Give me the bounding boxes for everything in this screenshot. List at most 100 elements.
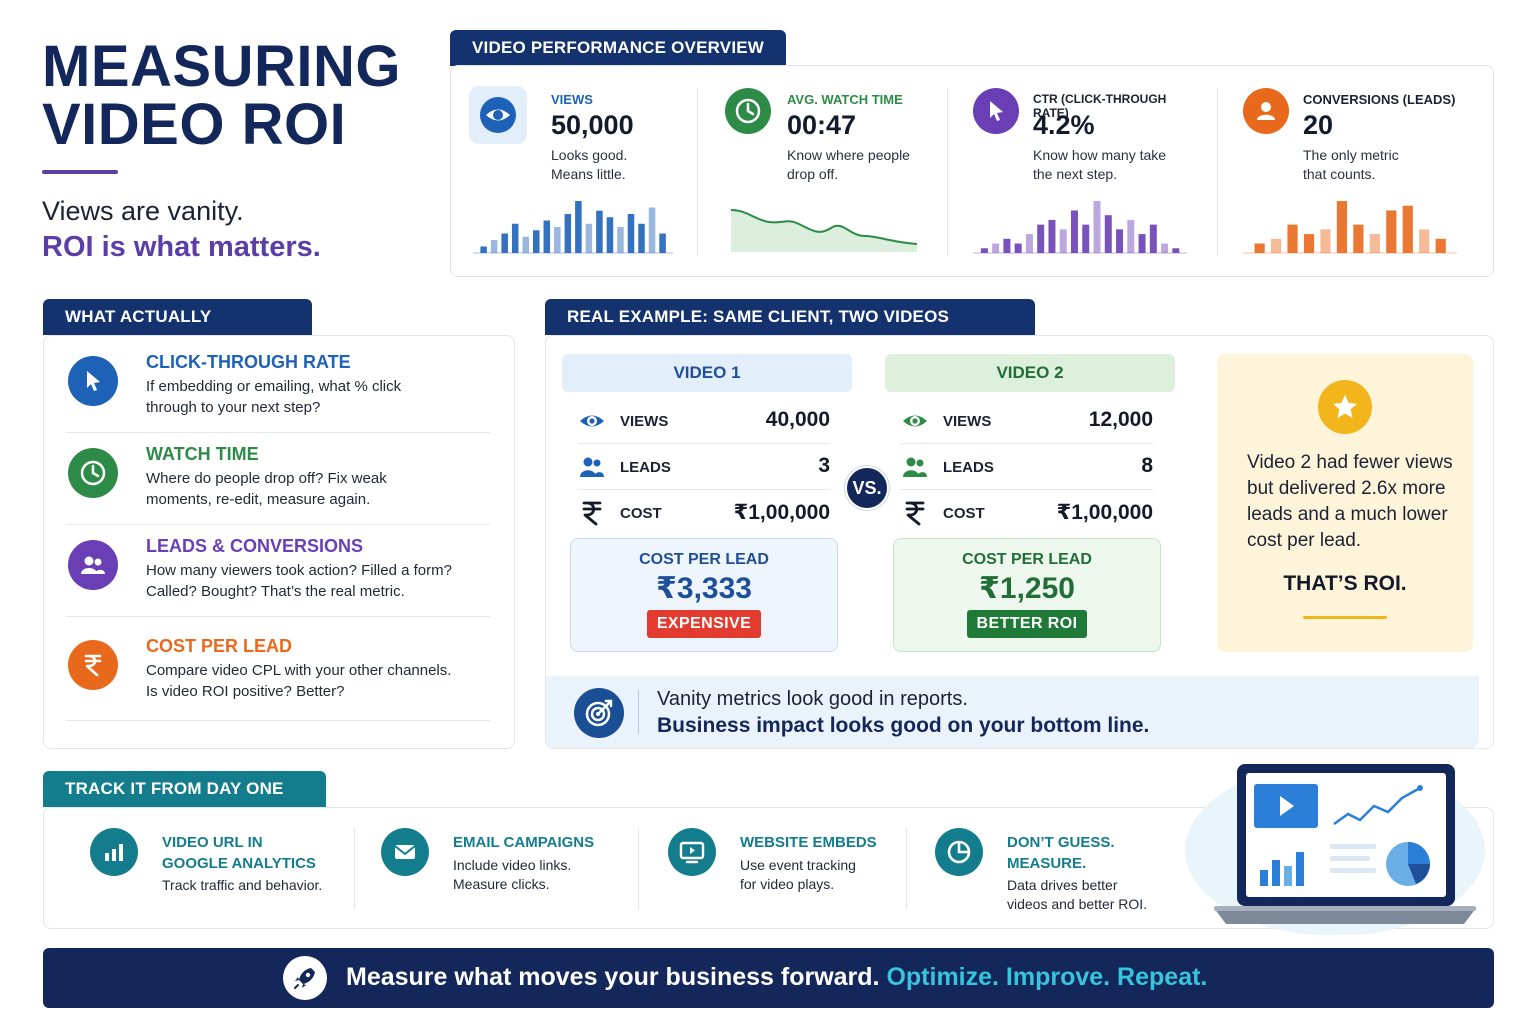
chart-bar	[606, 217, 614, 253]
chart-bar	[1287, 224, 1298, 253]
metric-watch-time: AVG. WATCH TIME 00:47 Know where people d…	[703, 66, 953, 276]
chart-bar	[1172, 248, 1180, 253]
chart-bar	[585, 223, 593, 253]
divider	[66, 524, 490, 525]
views-value: 12,000	[1088, 408, 1153, 431]
example-panel: VIDEO 1 VIEWS 40,000 LEADS 3 COST ₹1,00,…	[545, 335, 1494, 749]
clock-icon	[68, 448, 118, 498]
metric-desc-line: Know where people	[787, 147, 910, 163]
chart-bar	[1161, 243, 1169, 253]
metric-desc-line: the next step.	[1033, 166, 1118, 182]
users-icon	[578, 454, 606, 480]
rupee-icon	[578, 500, 606, 526]
track-item-email: EMAIL CAMPAIGNS Include video links. Meas…	[381, 808, 641, 928]
title-line: DON’T GUESS.	[1007, 834, 1115, 851]
conversions-bar-chart	[1243, 201, 1457, 254]
vanity-line-1: Vanity metrics look good in reports.	[657, 688, 968, 710]
title-line: MEASURE.	[1007, 855, 1087, 872]
cursor-icon	[973, 88, 1019, 134]
metric-description: Looks good. Means little.	[551, 146, 701, 184]
chart-bar	[1127, 219, 1135, 253]
matters-header: WHAT ACTUALLY MATTERS	[43, 299, 312, 362]
cost-value: ₹1,00,000	[733, 501, 830, 524]
rupee-icon	[901, 500, 929, 526]
metric-views: VIEWS 50,000 Looks good. Means little.	[451, 66, 701, 276]
metric-desc-line: that counts.	[1303, 166, 1376, 182]
metric-desc-line: drop off.	[787, 166, 839, 182]
divider	[66, 432, 490, 433]
cpl-value: ₹1,250	[979, 572, 1075, 605]
chart-bar	[1149, 224, 1157, 253]
tagline-line-2: ROI is what matters.	[42, 231, 321, 263]
desc-line: Data drives better	[1007, 877, 1118, 893]
chart-bar	[1402, 205, 1413, 253]
track-item-description: Track traffic and behavior.	[162, 876, 362, 895]
metric-label: VIEWS	[551, 92, 593, 107]
leads-value: 3	[818, 454, 830, 477]
users-icon	[68, 540, 118, 590]
cursor-icon	[68, 356, 118, 406]
chart-bar	[575, 201, 582, 253]
desc-line: Is video ROI positive? Better?	[146, 683, 345, 700]
monitor-play-icon	[668, 828, 716, 876]
leads-label: LEADS	[943, 459, 994, 476]
metric-description: Know how many take the next step.	[1033, 146, 1183, 184]
desc-line: Track traffic and behavior.	[162, 877, 323, 893]
video-2-header: VIDEO 2	[885, 354, 1175, 392]
views-bar-chart	[473, 201, 673, 254]
target-icon	[574, 688, 624, 738]
chart-bar	[638, 223, 645, 253]
divider	[1217, 88, 1218, 256]
vanity-strip: Vanity metrics look good in reports. Bus…	[546, 676, 1479, 748]
chart-bar	[1104, 215, 1112, 253]
eye-icon	[901, 408, 929, 434]
users-icon	[901, 454, 929, 480]
desc-line: Use event tracking	[740, 857, 856, 873]
metric-value: 4.2%	[1033, 110, 1095, 140]
tagline-line-1: Views are vanity.	[42, 196, 244, 226]
matters-item-title: WATCH TIME	[146, 444, 259, 464]
chart-bar	[1048, 219, 1056, 253]
cost-label: COST	[943, 505, 985, 522]
track-item-analytics: VIDEO URL IN GOOGLE ANALYTICS Track traff…	[90, 808, 350, 928]
views-label: VIEWS	[620, 413, 669, 430]
views-label: VIEWS	[943, 413, 992, 430]
track-item-title: VIDEO URL IN GOOGLE ANALYTICS	[162, 832, 362, 874]
cost-value: ₹1,00,000	[1056, 501, 1153, 524]
chart-bar	[1336, 201, 1348, 253]
views-value: 40,000	[765, 408, 830, 431]
cpl-label: COST PER LEAD	[962, 551, 1092, 568]
matters-item-description: Compare video CPL with your other channe…	[146, 660, 490, 702]
chart-bar	[1037, 224, 1045, 253]
video-2-column: VIDEO 2 VIEWS 12,000 LEADS 8 COST ₹1,00,…	[885, 354, 1175, 652]
bar-chart-icon	[90, 828, 138, 876]
matters-item-title: CLICK-THROUGH RATE	[146, 352, 351, 372]
title-line: VIDEO URL IN	[162, 834, 263, 851]
divider	[66, 720, 490, 721]
desc-line: If embedding or emailing, what % click	[146, 378, 402, 395]
cpl-value: ₹3,333	[656, 572, 752, 605]
chart-bar	[1419, 229, 1430, 253]
matters-item-description: Where do people drop off? Fix weak moment…	[146, 468, 490, 510]
chart-bar	[490, 240, 498, 253]
chart-bar	[992, 243, 1000, 253]
video-2-cpl-box: COST PER LEAD ₹1,250 BETTER ROI	[893, 538, 1161, 652]
person-icon	[1243, 88, 1289, 134]
chart-bar	[1070, 210, 1078, 253]
metric-description: The only metric that counts.	[1303, 146, 1453, 184]
pie-chart-icon	[935, 828, 983, 876]
chart-bar	[501, 233, 508, 253]
chart-bar	[1254, 243, 1265, 253]
desc-line: Compare video CPL with your other channe…	[146, 662, 452, 679]
metric-desc-line: Looks good.	[551, 147, 628, 163]
title-underline	[42, 170, 118, 174]
desc-line: How many viewers took action? Filled a f…	[146, 562, 452, 579]
page-title: MEASURING VIDEO ROI	[42, 38, 422, 154]
divider	[697, 88, 698, 256]
track-item-title: WEBSITE EMBEDS	[740, 834, 877, 851]
video-1-leads-row: LEADS 3	[578, 444, 830, 490]
metric-desc-line: The only metric	[1303, 147, 1399, 163]
divider	[354, 828, 355, 910]
chart-bar	[1059, 229, 1067, 253]
banner-main-text: Measure what moves your business forward…	[346, 963, 880, 991]
